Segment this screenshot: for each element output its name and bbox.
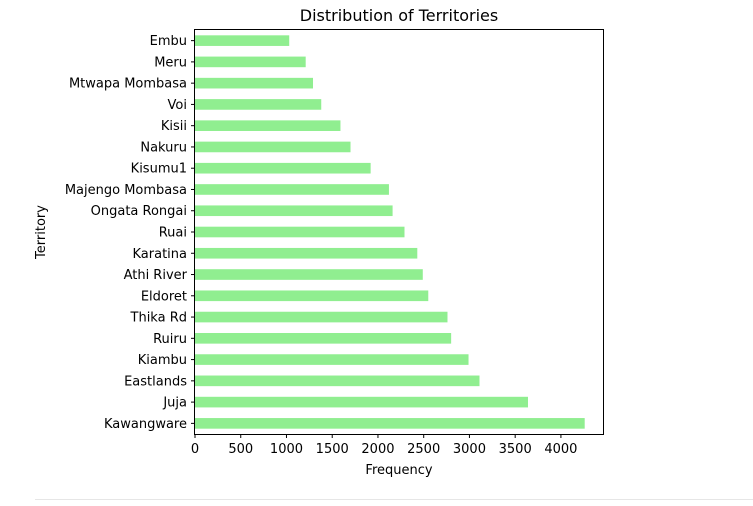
bar [195, 205, 393, 217]
chart-title: Distribution of Territories [300, 6, 498, 25]
x-tick-label: 1000 [270, 442, 303, 457]
bottom-divider [35, 499, 753, 500]
y-tick-label: Eldoret [141, 289, 187, 304]
y-tick-label: Voi [168, 98, 187, 113]
bar [195, 184, 389, 195]
y-axis-ticks: Kawangware Juja Eastlands Kiambu Ruiru Thika … [65, 34, 195, 432]
y-tick-label: Majengo Mombasa [65, 183, 187, 198]
y-tick-label: Meru [154, 55, 187, 70]
y-tick-label: Karatina [133, 247, 188, 262]
bar [195, 141, 351, 153]
x-tick-label: 1500 [316, 442, 349, 457]
bars [195, 35, 585, 429]
bar [195, 311, 448, 323]
bar [195, 77, 314, 89]
x-tick-label: 4000 [544, 442, 577, 457]
y-tick-label: Kawangware [104, 417, 187, 432]
y-tick-label: Embu [150, 34, 187, 49]
bar [195, 35, 290, 46]
y-tick-label: Athi River [124, 268, 188, 283]
x-tick-label: 2500 [407, 442, 440, 457]
x-tick-label: 2000 [361, 442, 394, 457]
y-tick-label: Kisumu1 [131, 162, 187, 177]
y-tick-label: Ruiru [153, 332, 187, 347]
bar [195, 269, 423, 280]
y-tick-label: Kisii [161, 119, 187, 134]
x-axis-ticks: 0 500 1000 1500 2000 2500 3000 3500 4000 [191, 434, 577, 457]
bar [195, 354, 469, 365]
y-tick-label: Eastlands [124, 374, 187, 389]
y-tick-label: Thika Rd [130, 311, 187, 326]
plot-frame [194, 29, 604, 435]
bar [195, 120, 341, 131]
y-tick-label: Ruai [159, 226, 187, 241]
y-tick-label: Nakuru [140, 140, 187, 155]
x-tick-label: 500 [228, 442, 253, 457]
bar [195, 247, 418, 259]
bar [195, 99, 322, 110]
y-tick-label: Ongata Rongai [91, 204, 187, 219]
bar [195, 396, 528, 408]
bar [195, 56, 306, 68]
bar [195, 290, 429, 302]
x-axis-label: Frequency [365, 463, 432, 478]
y-tick-label: Kiambu [138, 353, 187, 368]
bar [195, 333, 452, 344]
bar [195, 375, 480, 387]
y-axis-label: Territory [34, 205, 49, 260]
bar [195, 226, 405, 238]
bar [195, 162, 371, 174]
x-tick-label: 3000 [453, 442, 486, 457]
bar [195, 418, 585, 429]
x-tick-label: 3500 [499, 442, 532, 457]
x-tick-label: 0 [191, 442, 199, 457]
y-tick-label: Juja [162, 396, 187, 411]
y-tick-label: Mtwapa Mombasa [69, 77, 187, 92]
